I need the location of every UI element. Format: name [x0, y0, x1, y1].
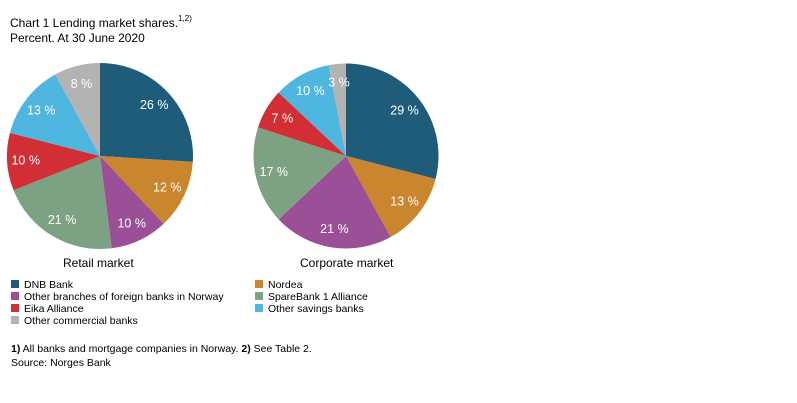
- svg-text:26 %: 26 %: [140, 98, 169, 112]
- svg-text:21 %: 21 %: [48, 213, 77, 227]
- svg-text:13 %: 13 %: [27, 103, 56, 117]
- svg-text:3 %: 3 %: [328, 75, 350, 89]
- svg-text:17 %: 17 %: [260, 165, 289, 179]
- svg-text:29 %: 29 %: [390, 104, 419, 118]
- svg-text:10 %: 10 %: [11, 154, 40, 168]
- svg-text:7 %: 7 %: [272, 111, 294, 125]
- svg-text:13 %: 13 %: [390, 194, 419, 208]
- svg-text:21 %: 21 %: [320, 222, 349, 236]
- svg-text:8 %: 8 %: [71, 77, 93, 91]
- svg-text:12 %: 12 %: [153, 181, 182, 195]
- svg-text:10 %: 10 %: [117, 216, 146, 230]
- svg-text:10 %: 10 %: [296, 84, 325, 98]
